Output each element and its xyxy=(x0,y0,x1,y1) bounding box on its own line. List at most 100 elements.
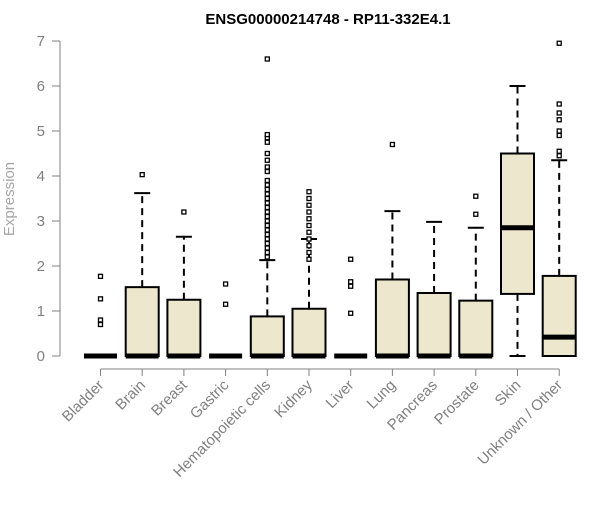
box-group xyxy=(291,189,327,359)
box-group xyxy=(458,193,494,359)
outlier-point xyxy=(264,56,270,62)
outlier-point xyxy=(306,195,312,202)
y-tick-label: 0 xyxy=(37,348,45,365)
outlier-point xyxy=(264,209,270,215)
box-group xyxy=(541,40,577,357)
box-group xyxy=(166,209,202,359)
x-tick-label: Lung xyxy=(364,377,400,413)
outlier-point xyxy=(348,256,354,262)
box-body xyxy=(541,274,577,357)
outlier-point xyxy=(264,227,270,233)
y-axis-label: Expression xyxy=(1,162,18,236)
outlier-point xyxy=(348,283,354,289)
outlier-point xyxy=(181,209,187,215)
box-body xyxy=(374,278,410,357)
outlier-point xyxy=(264,195,270,202)
outlier-point xyxy=(139,171,145,178)
outlier-point xyxy=(264,186,270,193)
box-body xyxy=(291,307,327,357)
outlier-point xyxy=(264,150,270,157)
outlier-point xyxy=(473,193,479,199)
y-tick-label: 7 xyxy=(37,33,45,50)
outlier-point xyxy=(264,245,270,251)
box-series xyxy=(84,40,577,359)
outlier-point xyxy=(556,128,562,134)
x-tick-label: Brain xyxy=(112,377,149,414)
outlier-point xyxy=(264,236,270,242)
box-body xyxy=(458,299,494,357)
box-group xyxy=(334,256,368,359)
outlier-point xyxy=(264,164,270,170)
outlier-point xyxy=(306,229,312,235)
outlier-point xyxy=(264,200,270,206)
chart-title: ENSG00000214748 - RP11-332E4.1 xyxy=(205,11,450,28)
outlier-point xyxy=(556,40,562,46)
outlier-point xyxy=(264,157,270,163)
box-body xyxy=(249,315,285,357)
outlier-point xyxy=(222,281,229,287)
outlier-point xyxy=(97,296,104,302)
x-tick-label: Kidney xyxy=(271,376,316,421)
outlier-point xyxy=(97,321,104,328)
outlier-point xyxy=(473,211,479,217)
outlier-point xyxy=(264,213,270,220)
box-group xyxy=(500,85,535,357)
outlier-point xyxy=(306,189,312,195)
outlier-point xyxy=(306,249,312,256)
y-axis: 0 1 2 3 4 5 6 7 xyxy=(37,33,61,365)
box-body xyxy=(124,286,160,357)
box-body xyxy=(166,298,202,357)
outlier-point xyxy=(306,209,312,215)
outlier-point xyxy=(264,222,270,229)
outlier-point xyxy=(264,191,270,197)
y-tick-label: 3 xyxy=(37,213,45,230)
outlier-point xyxy=(556,117,562,123)
outlier-point xyxy=(306,222,312,229)
outlier-point xyxy=(264,231,270,238)
outlier-point xyxy=(264,182,270,188)
outlier-point xyxy=(264,139,270,145)
outlier-point xyxy=(389,141,396,148)
outlier-point xyxy=(556,148,562,154)
outlier-point xyxy=(556,153,562,159)
x-tick-label: Breast xyxy=(148,376,191,419)
box-group xyxy=(84,273,117,359)
outlier-point xyxy=(348,310,354,316)
y-tick-label: 2 xyxy=(37,258,45,275)
outlier-point xyxy=(556,132,562,139)
box-body xyxy=(500,152,535,295)
outlier-point xyxy=(556,110,562,116)
outlier-point xyxy=(264,249,270,256)
x-tick-label: Skin xyxy=(492,377,525,410)
box-group xyxy=(124,171,160,359)
x-tick-label: Prostate xyxy=(431,377,483,429)
outlier-point xyxy=(264,168,270,175)
outlier-point xyxy=(264,254,270,260)
x-tick-label: Bladder xyxy=(59,377,108,426)
box-group xyxy=(209,281,243,359)
y-tick-label: 4 xyxy=(37,168,45,185)
outlier-point xyxy=(348,279,354,285)
box-group xyxy=(249,56,285,359)
outlier-point xyxy=(306,243,312,249)
outlier-point xyxy=(264,218,270,224)
outlier-point xyxy=(556,101,562,107)
outlier-point xyxy=(264,131,270,138)
outlier-point xyxy=(264,177,270,184)
outlier-point xyxy=(97,317,104,323)
y-tick-label: 5 xyxy=(37,123,45,140)
outlier-point xyxy=(264,240,270,247)
outlier-point xyxy=(306,202,312,208)
outlier-point xyxy=(306,236,312,242)
box-body xyxy=(416,292,452,357)
x-tick-label: Liver xyxy=(323,377,358,412)
outlier-point xyxy=(306,216,312,222)
y-tick-label: 1 xyxy=(37,303,45,320)
outlier-point xyxy=(306,256,312,262)
box-group xyxy=(374,141,410,359)
outlier-point xyxy=(264,204,270,211)
box-group xyxy=(416,220,452,359)
